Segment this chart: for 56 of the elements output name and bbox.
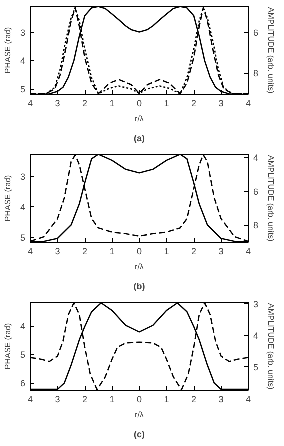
y-axis-title: PHASE (rad): [3, 323, 12, 370]
y2-tick-label: 6: [254, 28, 259, 38]
y-tick-label: 4: [20, 202, 26, 212]
x-tick-label: 3: [55, 246, 60, 256]
x-tick-label: 0: [136, 246, 142, 256]
y-tick-label: 3: [20, 172, 26, 182]
y2-tick-label: 3: [254, 299, 259, 310]
x-tick-label: 4: [246, 246, 252, 256]
y-tick-label: 4: [20, 322, 26, 332]
x-tick-label: 3: [218, 98, 224, 108]
x-tick-label: 0: [136, 394, 142, 404]
x-tick-label: 4: [28, 246, 34, 256]
y-axis-title: PHASE (rad): [3, 27, 12, 74]
x-tick-label: 3: [218, 246, 224, 256]
y-axis-title: PHASE (rad): [3, 175, 12, 222]
x-tick-label: 4: [246, 394, 252, 404]
x-tick-label: 3: [218, 394, 224, 404]
x-tick-label: 1: [110, 394, 115, 404]
y-tick-label: 5: [20, 233, 26, 244]
x-tick-label: 2: [82, 98, 88, 108]
y2-tick-label: 6: [254, 186, 259, 197]
x-tick-label: 2: [191, 98, 197, 108]
x-tick-label: 3: [55, 98, 60, 108]
x-tick-label: 4: [28, 394, 34, 404]
y2-axis-title: AMPLITUDE (arb. units): [266, 155, 276, 242]
x-tick-label: 2: [191, 246, 197, 256]
y2-tick-label: 4: [254, 153, 259, 164]
x-tick-label: 1: [110, 246, 115, 256]
x-tick-label: 1: [164, 246, 170, 256]
x-tick-label: 1: [110, 98, 115, 108]
x-tick-label: 3: [55, 394, 60, 404]
x-axis-title: r/λ: [135, 262, 144, 272]
text: (a): [134, 134, 146, 144]
x-tick-label: 2: [82, 394, 88, 404]
y2-tick-label: 8: [254, 220, 259, 231]
y2-tick-label: 8: [254, 68, 259, 79]
x-tick-label: 2: [191, 394, 197, 404]
y2-axis-title: AMPLITUDE (arb. units): [266, 7, 276, 94]
y2-tick-label: 4: [254, 330, 259, 341]
text: (b): [134, 282, 146, 292]
text: (c): [134, 430, 146, 440]
x-axis-title: r/λ: [135, 410, 144, 420]
x-tick-label: 1: [164, 98, 170, 108]
x-tick-label: 4: [246, 98, 252, 108]
x-tick-label: 2: [82, 246, 88, 256]
y2-axis-title: AMPLITUDE (arb. units): [266, 303, 276, 390]
x-axis-title: r/λ: [135, 114, 144, 124]
x-tick-label: 0: [136, 98, 142, 108]
y2-tick-label: 5: [254, 362, 259, 372]
y-tick-label: 5: [20, 350, 26, 360]
y-tick-label: 3: [20, 28, 26, 38]
y-tick-label: 4: [20, 56, 26, 66]
x-tick-label: 1: [164, 394, 170, 404]
y-tick-label: 5: [20, 84, 26, 95]
x-tick-label: 4: [28, 98, 34, 108]
y-tick-label: 6: [20, 378, 26, 389]
